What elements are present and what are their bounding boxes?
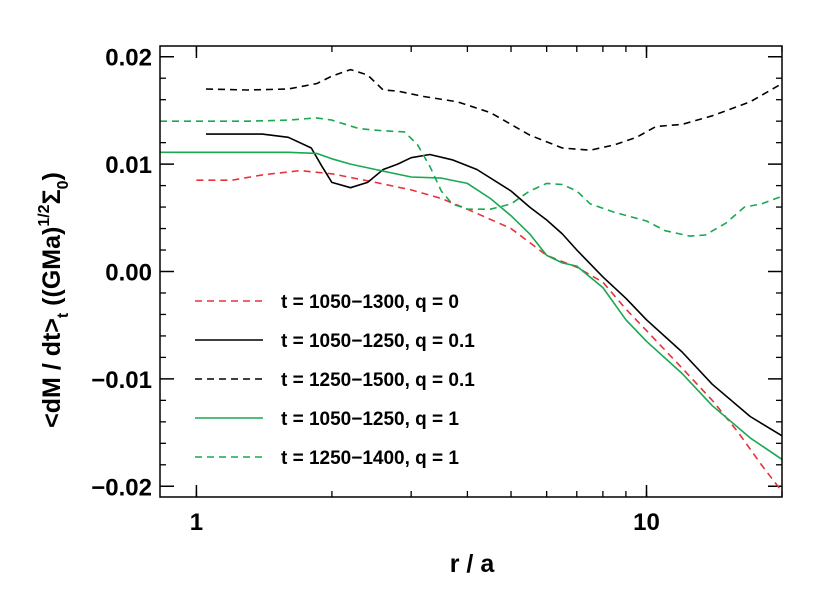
y-axis-title-main: <dM / dt> xyxy=(38,318,66,428)
y-axis-title-paren-open: ((GMa) xyxy=(38,227,66,313)
y-axis-title-sigma: Σ xyxy=(38,189,66,204)
legend-label-4: t = 1050−1250, q = 1 xyxy=(281,409,459,430)
y-tick-label: 0.01 xyxy=(105,152,152,179)
y-tick-label: −0.02 xyxy=(91,474,152,501)
series-line-4 xyxy=(160,151,782,461)
y-axis-title-paren-close: ) xyxy=(38,172,66,180)
y-tick-label: 0.00 xyxy=(105,260,152,287)
y-tick-label: 0.02 xyxy=(105,45,152,72)
series-line-3 xyxy=(205,68,782,151)
x-tick-label: 10 xyxy=(633,509,660,536)
y-axis-title-sub-t: t xyxy=(55,312,72,318)
legend-label-1: t = 1050−1300, q = 0 xyxy=(281,292,459,313)
ticks-layer: 1 10 0.02 0.01 0.00 −0.01 −0.02 xyxy=(91,45,783,536)
y-tick-label: −0.01 xyxy=(91,367,152,394)
series-line-5 xyxy=(160,117,782,237)
legend-label-2: t = 1050−1250, q = 0.1 xyxy=(281,331,475,352)
x-axis-title: r / a xyxy=(450,550,496,578)
series-line-1 xyxy=(196,169,782,493)
plot-frame xyxy=(159,45,783,498)
y-axis-title-sub-0: 0 xyxy=(55,180,72,189)
y-axis-title: <dM / dt>t ((GMa)1/2Σ0) xyxy=(36,172,72,428)
y-axis-title-sup: 1/2 xyxy=(36,204,53,226)
series-layer xyxy=(160,68,782,493)
legend: t = 1050−1300, q = 0 t = 1050−1250, q = 0… xyxy=(195,292,475,469)
x-tick-label: 1 xyxy=(190,509,203,536)
legend-label-5: t = 1250−1400, q = 1 xyxy=(281,448,459,469)
legend-label-3: t = 1250−1500, q = 0.1 xyxy=(281,370,475,391)
